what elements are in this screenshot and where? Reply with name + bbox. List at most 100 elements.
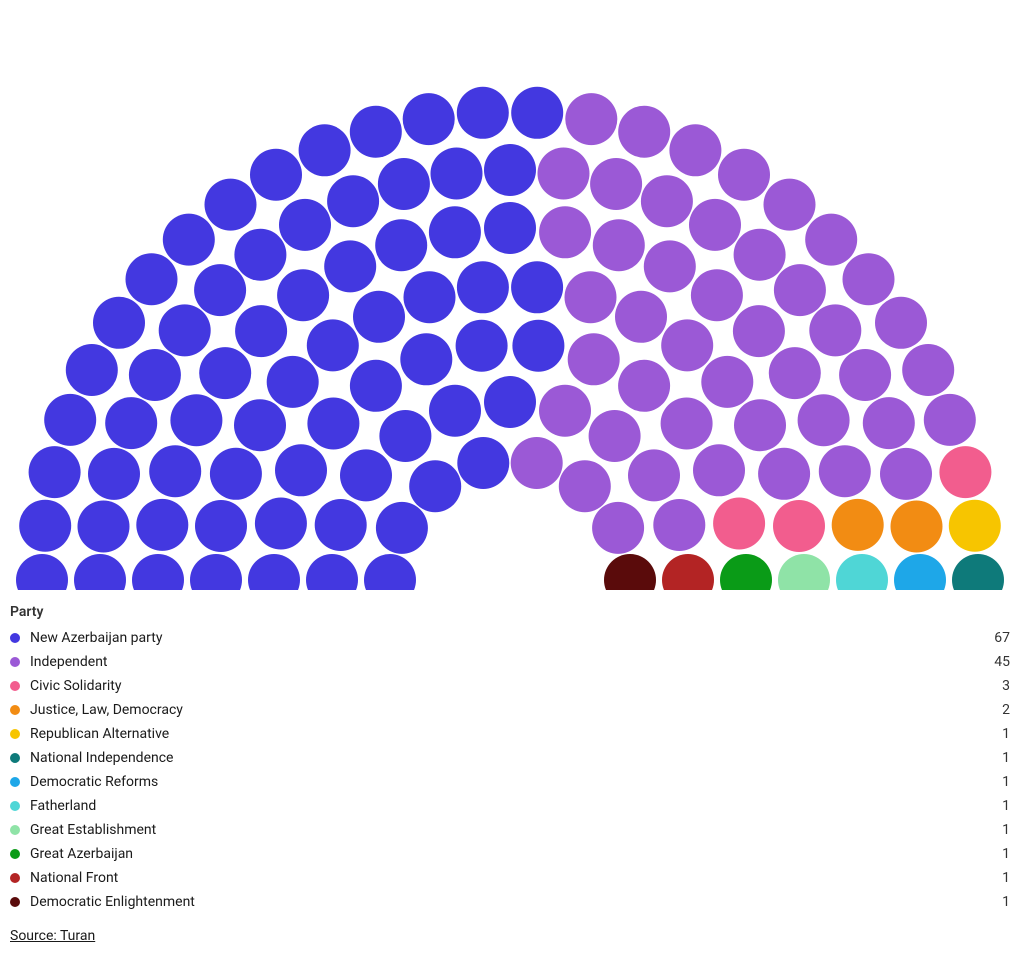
seat-father [836,554,888,590]
seat-nap [512,320,564,372]
legend-count: 45 [994,654,1010,670]
seat-nap [375,219,427,271]
seat-ind [644,240,696,292]
legend-swatch-dement [10,897,20,907]
legend-row-dement: Democratic Enlightenment 1 [10,890,1010,914]
seat-nap [195,500,247,552]
legend-count: 1 [1002,750,1010,766]
seat-nap [149,445,201,497]
seat-nap [457,261,509,313]
seat-ind [539,206,591,258]
seat-ind [701,356,753,408]
seat-ind [880,448,932,500]
legend-swatch-nap [10,633,20,643]
legend-label: Independent [30,654,108,670]
legend-label: New Azerbaijan party [30,630,162,646]
seat-dement [604,554,656,590]
legend-row-great_az: Great Azerbaijan 1 [10,842,1010,866]
seat-repalt [949,500,1001,552]
seat-nap [511,87,563,139]
seat-ind [592,502,644,554]
seat-ind [734,229,786,281]
legend-label: National Independence [30,750,173,766]
seat-ind [593,219,645,271]
seat-ind [769,347,821,399]
seat-ind [568,333,620,385]
seat-nap [484,144,536,196]
legend-label: Fatherland [30,798,96,814]
parliament-hemicycle [10,0,1010,590]
seat-nap [19,500,71,552]
legend-label: Republican Alternative [30,726,169,742]
seat-civic [773,500,825,552]
legend-swatch-great_az [10,849,20,859]
legend-count: 2 [1002,702,1010,718]
seat-nap [279,199,331,251]
seat-ind [734,399,786,451]
seat-nap [126,253,178,305]
seat-nap [250,149,302,201]
seat-nap [66,344,118,396]
legend-row-civic: Civic Solidarity 3 [10,674,1010,698]
seat-ind [863,397,915,449]
seat-nap [340,449,392,501]
seat-ind [798,394,850,446]
seat-ind [693,444,745,496]
seat-ind [590,158,642,210]
source-link[interactable]: Source: Turan [10,928,95,944]
seat-nap [194,264,246,316]
seat-civic [939,446,991,498]
seat-nap [378,158,430,210]
seat-ind [661,398,713,450]
seat-nap [275,444,327,496]
seat-nap [78,501,130,553]
legend-swatch-civic [10,681,20,691]
seat-nap [484,202,536,254]
seat-nap [457,437,509,489]
seat-ind [718,149,770,201]
seat-nap [306,554,358,590]
seat-natfront [662,554,714,590]
seat-nap [205,179,257,231]
legend-title: Party [10,598,1010,626]
seat-ind [628,449,680,501]
legend-count: 3 [1002,678,1010,694]
seat-ind [641,175,693,227]
legend-label: National Front [30,870,118,886]
seat-nap [74,554,126,590]
seat-nap [44,394,96,446]
legend-label: Justice, Law, Democracy [30,702,183,718]
legend-count: 67 [994,630,1010,646]
seat-demref [894,554,946,590]
legend-label: Democratic Reforms [30,774,158,790]
legend-count: 1 [1002,894,1010,910]
seat-nap [350,106,402,158]
legend-row-nap: New Azerbaijan party 67 [10,626,1010,650]
seat-nap [400,333,452,385]
seat-nap [484,376,536,428]
seat-nap [277,269,329,321]
legend-swatch-ind [10,657,20,667]
seat-nap [307,398,359,450]
legend-count: 1 [1002,774,1010,790]
seat-ind [902,344,954,396]
seat-nap [210,448,262,500]
legend-row-jld: Justice, Law, Democracy 2 [10,698,1010,722]
seat-nap [456,320,508,372]
seat-ind [733,305,785,357]
seat-nap [307,319,359,371]
seat-nap [170,394,222,446]
seat-ind [805,214,857,266]
seat-ind [589,410,641,462]
legend-row-repalt: Republican Alternative 1 [10,722,1010,746]
seat-nap [267,356,319,408]
seat-nap [88,448,140,500]
seat-nap [105,397,157,449]
legend-row-ind: Independent 45 [10,650,1010,674]
legend-count: 1 [1002,798,1010,814]
seat-ind [689,199,741,251]
seat-nap [403,93,455,145]
seat-ind [774,264,826,316]
seat-natind [952,554,1004,590]
seat-civic [713,498,765,550]
